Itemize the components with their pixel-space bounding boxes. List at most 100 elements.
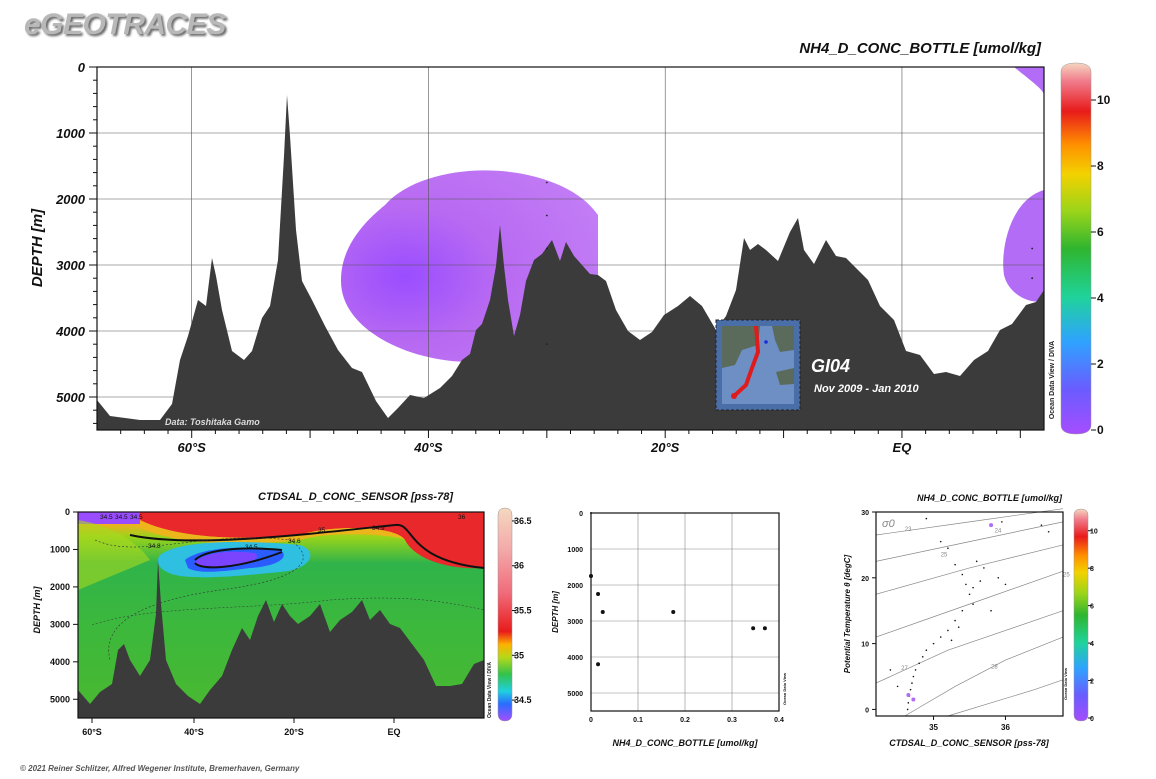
sal-y-axis-label: DEPTH [m] <box>32 585 42 633</box>
ts-colorbar-tick-label: 6 <box>1090 604 1094 611</box>
ts-colorbar <box>1073 508 1089 722</box>
sal-x-tick-label: 20°S <box>284 727 304 737</box>
ts-ctd-point <box>954 619 956 622</box>
sal-colorbar-tick-label: 35.5 <box>514 606 532 616</box>
ts-ctd-point <box>921 655 924 658</box>
ts-ctd-point <box>983 567 985 569</box>
sal-colorbar-tick-label: 36 <box>514 561 524 571</box>
scatter-point <box>762 626 767 631</box>
sal-contour-label: 34.8 <box>148 543 161 550</box>
sal-plot-frame <box>77 511 485 719</box>
ts-ctd-point <box>968 593 971 596</box>
section-label: GI04 <box>811 356 850 376</box>
sal-contour-label: 34.6 <box>288 538 301 545</box>
main-x-tick-label: 40°S <box>413 440 443 455</box>
sal-contour-34-5-lower <box>194 551 283 569</box>
scatter-point <box>596 592 601 596</box>
main-x-tick-label: EQ <box>893 440 912 455</box>
ts-y-tick-label: 30 <box>861 510 869 517</box>
scatter-y-tick-label: 4000 <box>567 655 583 662</box>
sal-colorbar <box>497 507 513 722</box>
ts-ctd-point <box>939 540 942 543</box>
ts-x-axis-label: CTDSAL_D_CONC_SENSOR [pss-78] <box>889 738 1050 748</box>
inset-cruise-track <box>732 325 761 398</box>
inset-station-marker <box>764 340 768 344</box>
scatter-y-tick-label: 3000 <box>567 619 583 626</box>
sal-y-tick-label: 2000 <box>50 582 70 592</box>
ts-ctd-point <box>925 517 928 520</box>
sal-y-tick-label: 4000 <box>50 657 70 667</box>
main-colorbar-tick-label: 8 <box>1097 159 1104 173</box>
sal-x-ticks: 60°S 40°S 20°S EQ <box>82 718 401 737</box>
main-x-tick-label: 20°S <box>650 440 680 455</box>
ts-colorbar-tick-label: 2 <box>1090 679 1094 686</box>
ts-ctd-point <box>954 563 956 566</box>
ts-ctd-point <box>972 586 974 589</box>
ts-ctd-point <box>1001 521 1003 523</box>
inset-map <box>715 319 801 411</box>
nh4-field-blob-right <box>1003 190 1044 302</box>
ts-colorbar-ticks: 0 2 4 6 8 10 <box>1088 529 1098 723</box>
scatter-y-tick-label: 2000 <box>567 583 583 590</box>
main-colorbar-tick-label: 10 <box>1097 93 1111 107</box>
ts-ctd-point <box>912 675 915 678</box>
ts-colorbar-label: Ocean Data View <box>1063 667 1068 700</box>
main-colorbar-tick-label: 6 <box>1097 225 1104 239</box>
ts-colorbar-tick-label: 8 <box>1090 566 1094 573</box>
inset-track-start <box>731 393 737 399</box>
ts-ctd-point <box>907 702 910 704</box>
ts-ctd-point <box>906 708 909 711</box>
sal-purple-surface <box>78 512 140 524</box>
scatter-side-label: Ocean Data View <box>782 672 787 705</box>
ts-colorbar-tick-label: 0 <box>1090 716 1094 723</box>
period-label: Nov 2009 - Jan 2010 <box>814 383 919 395</box>
scatter-point <box>751 626 756 631</box>
ts-isopycnal-line <box>875 521 1064 562</box>
ts-y-tick-label: 0 <box>865 707 869 714</box>
ts-isopycnals: 23 24 25 25 27 28 <box>875 508 1070 717</box>
sal-contour-35 <box>129 523 485 569</box>
scatter-point <box>596 662 601 667</box>
ts-sigma-symbol: σ0 <box>882 518 896 530</box>
sal-contour-label: 35 <box>318 527 326 534</box>
scatter-x-tick-label: 0 <box>589 717 593 724</box>
ts-isopycnal-line <box>875 610 1064 684</box>
ts-ctd-point <box>957 626 960 628</box>
ts-nh4-point <box>906 692 911 697</box>
brand-logo: eGEOTRACES <box>24 8 226 41</box>
sal-title: CTDSAL_D_CONC_SENSOR [pss-78] <box>258 491 453 503</box>
sal-contour-dotted-deep <box>91 597 485 626</box>
ts-background <box>876 512 1063 716</box>
ts-isopycnal-label: 23 <box>905 527 912 533</box>
ts-ctd-point <box>914 669 917 671</box>
ts-ctd-point <box>918 662 920 665</box>
nh4-field-blob-top <box>1014 67 1044 95</box>
sal-contour-label: 34.9 <box>372 525 385 532</box>
scatter-point <box>671 610 676 614</box>
ts-ctd-point <box>997 577 1000 579</box>
salinity-section-plot: CTDSAL_D_CONC_SENSOR [pss-78] 34.5 34.5 34… <box>32 491 532 737</box>
main-y-tick-label: 0 <box>78 60 86 75</box>
main-colorbar-tick-label: 2 <box>1097 357 1104 371</box>
ts-ctd-point <box>1004 583 1007 586</box>
sal-x-tick-label: EQ <box>387 727 400 737</box>
ts-ctd-point <box>979 580 982 582</box>
scatter-points <box>589 512 767 667</box>
scatter-y-tick-label: 0 <box>579 511 583 518</box>
ts-ctd-point <box>925 649 928 651</box>
ts-isopycnal-label: 27 <box>901 666 908 672</box>
ts-ctd-point <box>939 636 942 638</box>
sal-y-tick-label: 5000 <box>50 694 70 704</box>
ts-ctd-point <box>909 688 912 691</box>
main-colorbar-ticks: 0 2 4 6 8 10 <box>1091 93 1111 437</box>
inset-land-asia <box>772 326 794 352</box>
main-y-ticks: 0 1000 2000 3000 4000 5000 <box>55 60 97 424</box>
scatter-x-tick-label: 0.4 <box>774 717 784 724</box>
ts-ctd-point <box>911 682 913 684</box>
main-colorbar-tick-label: 4 <box>1097 291 1104 305</box>
sal-colorbar-tick-label: 34.5 <box>514 695 532 705</box>
ts-title: NH4_D_CONC_BOTTLE [umol/kg] <box>917 493 1063 503</box>
ts-ctd-point <box>965 583 967 586</box>
